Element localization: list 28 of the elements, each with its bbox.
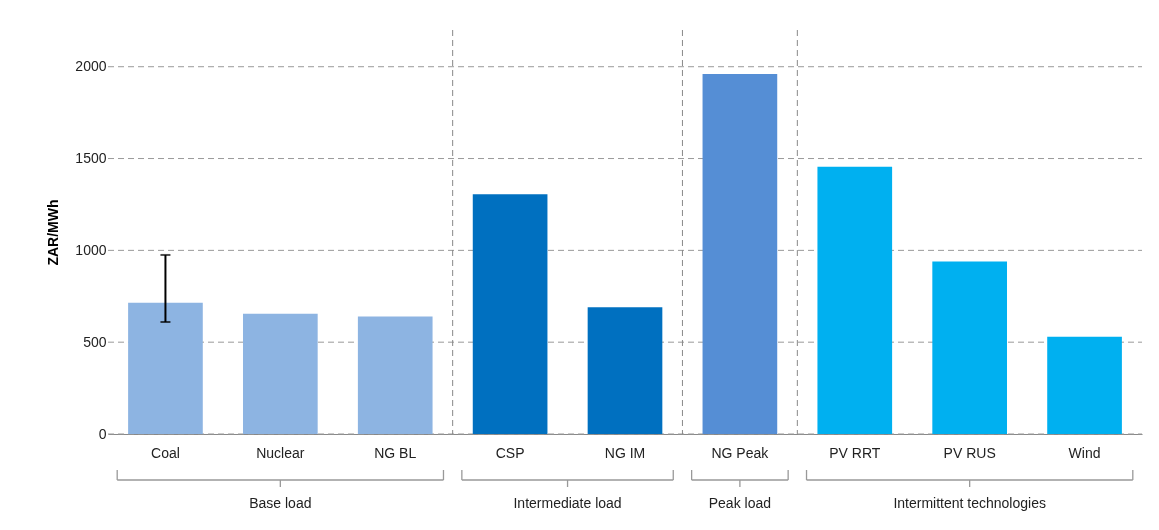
bar	[472, 194, 548, 434]
bar	[587, 307, 663, 434]
text: Intermediate load	[513, 495, 622, 511]
x-tick-label: Wind	[1068, 444, 1101, 461]
bar	[932, 261, 1008, 434]
bar	[702, 74, 778, 434]
bar	[357, 316, 433, 434]
y-axis-title: ZAR/MWh	[45, 199, 62, 266]
bar	[1047, 336, 1122, 434]
bar	[817, 166, 893, 434]
x-tick-label: CSP	[495, 444, 525, 461]
bar	[128, 302, 203, 434]
y-tick-label: 2000	[75, 58, 107, 75]
x-tick-label: NG Peak	[711, 444, 770, 461]
text: Intermittent technologies	[893, 495, 1046, 511]
x-tick-label: Nuclear	[256, 444, 305, 461]
x-tick-label: NG BL	[374, 444, 417, 461]
x-tick-label: Coal	[151, 444, 180, 461]
bar	[242, 313, 318, 434]
y-tick-label: 1500	[75, 150, 107, 167]
y-tick-label: 1000	[75, 241, 107, 258]
text: Peak load	[708, 495, 772, 511]
x-tick-label: NG IM	[604, 444, 646, 461]
x-tick-label: PV RRT	[829, 444, 881, 461]
y-tick-label: 0	[98, 425, 107, 442]
x-tick-label: PV RUS	[943, 444, 996, 461]
text: Base load	[249, 495, 312, 511]
y-tick-label: 500	[83, 333, 107, 350]
